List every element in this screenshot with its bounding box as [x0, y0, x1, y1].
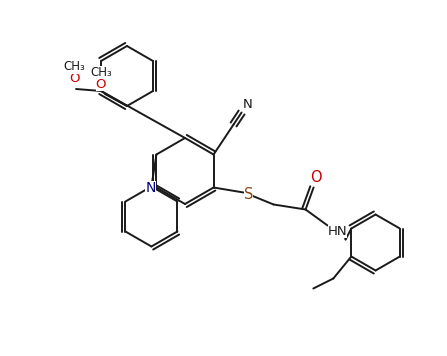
Text: HN: HN: [328, 225, 347, 238]
Text: CH₃: CH₃: [63, 61, 85, 73]
Text: CH₃: CH₃: [90, 66, 112, 79]
Text: N: N: [145, 180, 156, 194]
Text: N: N: [243, 98, 253, 111]
Text: O: O: [69, 73, 79, 85]
Text: S: S: [244, 187, 253, 202]
Text: O: O: [96, 78, 106, 90]
Text: O: O: [310, 170, 321, 185]
